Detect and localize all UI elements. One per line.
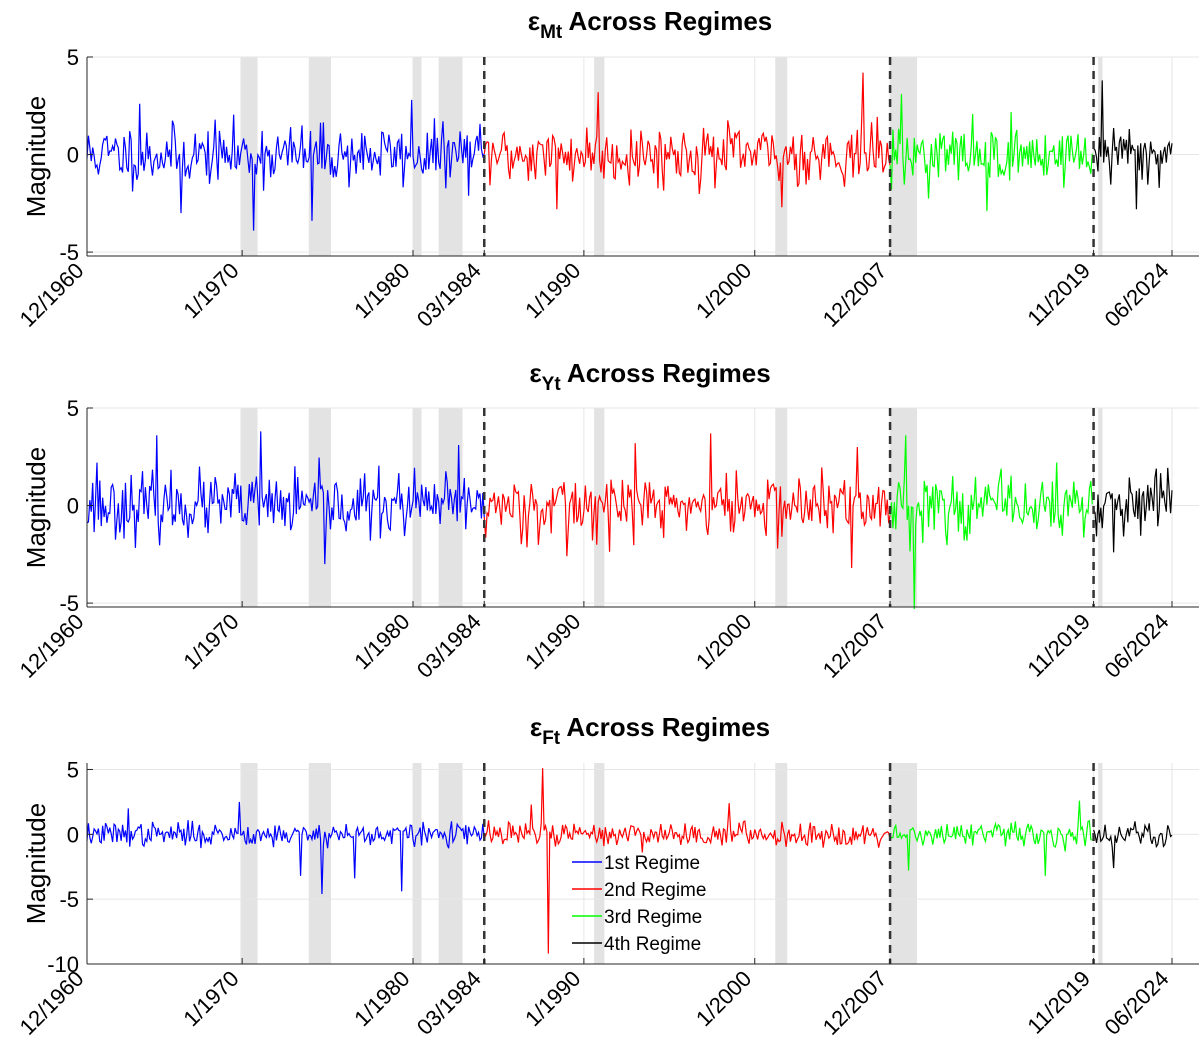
x-tick-label-6: 12/2007 <box>818 258 892 332</box>
recession-band-0 <box>240 57 258 256</box>
recession-band-5 <box>775 763 788 964</box>
recession-band-6 <box>890 763 918 964</box>
chart-title: εYt Across Regimes <box>529 358 770 395</box>
series-regime-3 <box>889 800 1093 876</box>
series-regime-1 <box>86 431 485 565</box>
recession-band-3 <box>438 57 463 256</box>
recession-band-4 <box>594 763 605 964</box>
x-tick-label-0: 12/1960 <box>15 258 89 332</box>
recession-band-2 <box>413 408 422 607</box>
series-regime-2 <box>483 768 891 954</box>
legend-label-2: 2nd Regime <box>604 880 706 901</box>
chart-title: εFt Across Regimes <box>530 712 770 749</box>
x-tick-label-7: 11/2019 <box>1022 609 1095 682</box>
x-tick-label-6: 12/2007 <box>818 609 892 683</box>
x-tick-label-8: 06/2024 <box>1100 258 1174 332</box>
x-tick-label-1: 1/1970 <box>178 258 243 323</box>
y-axis-label: Magnitude <box>21 447 51 568</box>
y-axis-label: Magnitude <box>21 803 51 924</box>
series-regime-1 <box>86 801 485 894</box>
x-tick-label-2: 1/1980 <box>349 609 414 674</box>
legend-label-3: 3rd Regime <box>604 907 702 928</box>
y-tick-label-1: -5 <box>59 887 79 912</box>
recession-band-1 <box>308 763 331 964</box>
x-tick-label-7: 11/2019 <box>1022 258 1095 331</box>
series-regime-4 <box>1093 821 1173 869</box>
y-tick-label-0: -5 <box>59 240 79 265</box>
recession-band-3 <box>438 408 463 607</box>
series-regime-3 <box>889 94 1093 212</box>
series-regime-4 <box>1093 467 1173 553</box>
legend: 1st Regime 2nd Regime 3rd Regime 4th Regime <box>572 853 706 955</box>
recession-band-5 <box>775 57 788 256</box>
x-tick-label-4: 1/1990 <box>520 609 585 674</box>
x-tick-label-6: 12/2007 <box>818 966 892 1040</box>
y-tick-label-1: 0 <box>67 494 79 519</box>
recession-band-3 <box>438 763 463 964</box>
x-tick-label-8: 06/2024 <box>1100 609 1174 683</box>
recession-band-7 <box>1098 408 1103 607</box>
x-tick-label-1: 1/1970 <box>178 609 243 674</box>
recession-band-0 <box>240 408 258 607</box>
x-tick-label-1: 1/1970 <box>178 966 243 1031</box>
y-tick-label-1: 0 <box>67 143 79 168</box>
y-tick-label-2: 5 <box>67 396 79 421</box>
x-tick-label-5: 1/2000 <box>691 258 756 323</box>
legend-label-4: 4th Regime <box>604 934 701 955</box>
series-regime-1 <box>86 99 485 231</box>
y-tick-label-2: 0 <box>67 822 79 847</box>
y-tick-label-0: -10 <box>47 952 79 977</box>
x-tick-label-4: 1/1990 <box>520 258 585 323</box>
x-tick-label-3: 03/1984 <box>412 609 486 683</box>
series-regime-4 <box>1093 80 1173 210</box>
legend-label-1: 1st Regime <box>604 853 700 874</box>
series-regime-2 <box>483 433 891 568</box>
x-tick-label-4: 1/1990 <box>520 966 585 1031</box>
y-axis-label: Magnitude <box>21 96 51 217</box>
recession-band-7 <box>1098 763 1103 964</box>
recession-band-0 <box>240 763 258 964</box>
x-tick-label-5: 1/2000 <box>691 609 756 674</box>
series-regime-3 <box>889 435 1093 609</box>
recession-band-4 <box>594 408 605 607</box>
x-tick-label-8: 06/2024 <box>1100 966 1174 1040</box>
x-tick-label-0: 12/1960 <box>15 609 89 683</box>
recession-band-2 <box>413 763 422 964</box>
y-tick-label-0: -5 <box>59 591 79 616</box>
x-tick-label-2: 1/1980 <box>349 966 414 1031</box>
x-tick-label-3: 03/1984 <box>412 966 486 1040</box>
x-tick-label-2: 1/1980 <box>349 258 414 323</box>
y-tick-label-3: 5 <box>67 757 79 782</box>
chart-title: εMt Across Regimes <box>528 6 773 43</box>
series-regime-2 <box>483 72 891 210</box>
x-tick-label-7: 11/2019 <box>1022 966 1095 1039</box>
x-tick-label-3: 03/1984 <box>412 258 486 332</box>
y-tick-label-2: 5 <box>67 45 79 70</box>
x-tick-label-5: 1/2000 <box>691 966 756 1031</box>
